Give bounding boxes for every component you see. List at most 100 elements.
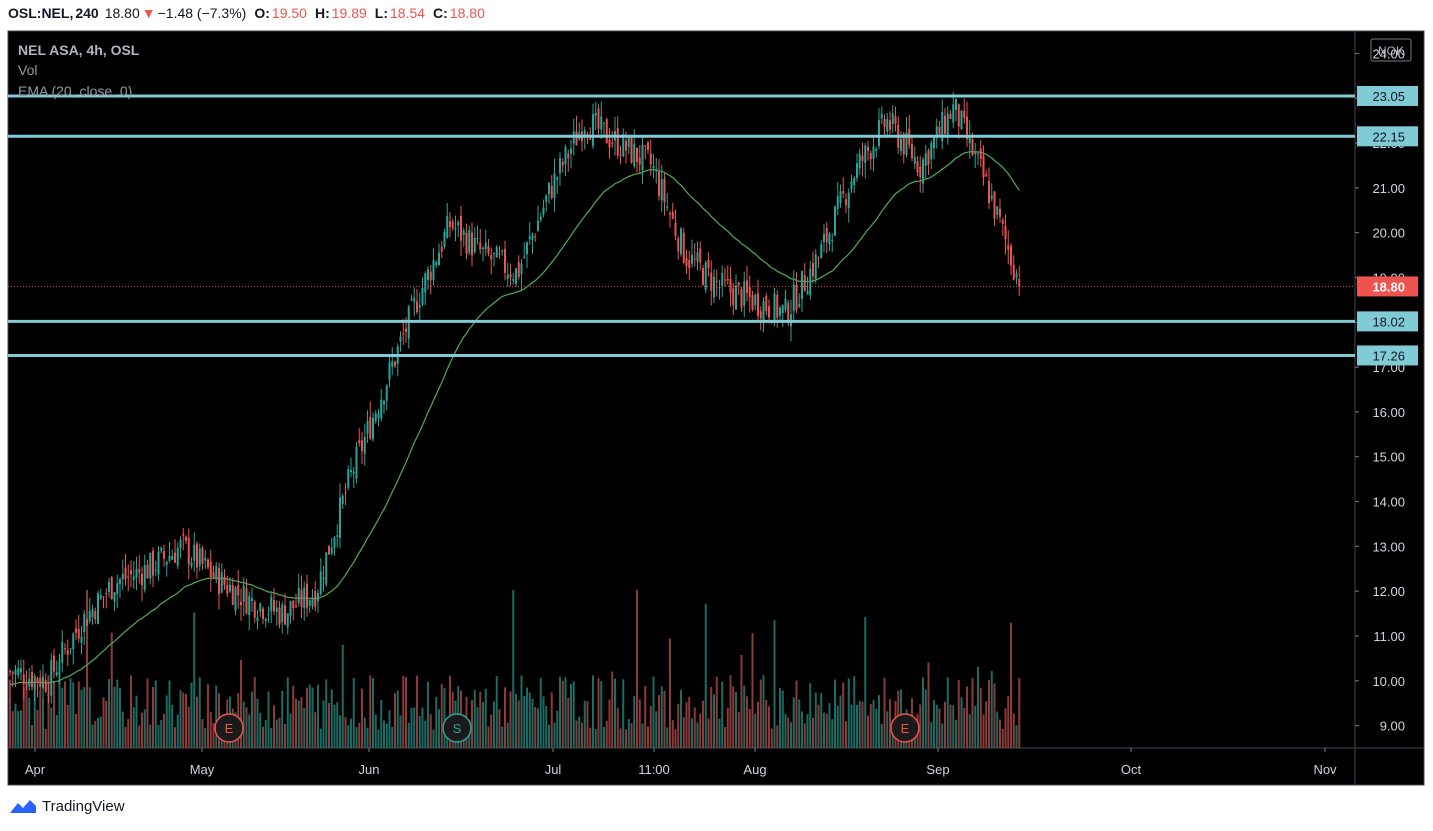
volume-bar <box>561 680 564 748</box>
candle-body <box>966 116 968 139</box>
volume-bar <box>245 707 248 748</box>
candle-body <box>528 236 531 240</box>
volume-bar <box>880 723 883 748</box>
volume-bar <box>644 685 647 748</box>
candle-body <box>53 655 55 672</box>
level-price-tag <box>1357 126 1418 147</box>
candle-body <box>721 273 724 286</box>
candle-body <box>462 230 465 235</box>
candle-body <box>589 138 592 140</box>
volume-bar <box>982 714 985 748</box>
candle-body <box>1007 244 1010 250</box>
volume-bar <box>757 701 759 748</box>
volume-bar <box>710 686 713 748</box>
candle-body <box>91 609 94 618</box>
volume-bar <box>581 722 583 748</box>
candle-body <box>443 232 446 247</box>
candle-body <box>515 268 517 284</box>
candle-body <box>308 600 311 606</box>
candle-body <box>33 675 36 690</box>
candle-body <box>924 153 927 166</box>
candle-body <box>9 671 11 673</box>
event-marker[interactable] <box>214 713 244 743</box>
candle-body <box>380 399 383 419</box>
volume-bar <box>963 707 966 748</box>
candle-body <box>311 597 314 606</box>
candle-body <box>427 269 429 281</box>
event-marker[interactable] <box>442 713 472 743</box>
candle-body <box>913 156 916 164</box>
close-label: C: <box>433 5 448 21</box>
volume-bar <box>1018 678 1021 748</box>
candle-body <box>17 668 20 676</box>
candle-body <box>534 236 537 238</box>
time-tick-label: 11:00 <box>638 762 670 777</box>
symbol-name[interactable]: OSL:NEL, <box>8 5 74 21</box>
candle-body <box>165 561 168 566</box>
candle-body <box>223 576 226 585</box>
volume-bar <box>889 699 891 748</box>
volume-bar <box>702 700 704 748</box>
candle-body <box>391 361 394 367</box>
candle-body <box>495 247 498 258</box>
price-tick-label: 21.00 <box>1372 181 1405 196</box>
volume-bar <box>344 716 347 748</box>
candle-body <box>699 248 702 263</box>
price-tick-label: 20.00 <box>1372 226 1405 241</box>
candle-body <box>119 579 121 585</box>
candle-body <box>784 298 787 310</box>
candle-body <box>44 680 47 692</box>
candle-body <box>435 262 438 266</box>
volume-bar <box>308 684 311 748</box>
candle-body <box>776 294 779 318</box>
volume-bar <box>124 726 127 748</box>
volume-bar <box>768 706 770 748</box>
volume-bar <box>688 696 691 748</box>
candle-body <box>281 604 284 623</box>
volume-bar <box>845 721 847 748</box>
candle-body <box>328 545 330 555</box>
candle-body <box>759 311 762 319</box>
candle-body <box>410 299 413 301</box>
candle-body <box>270 596 273 612</box>
volume-bar <box>539 677 542 748</box>
volume-bar <box>116 679 119 748</box>
volume-bar <box>553 722 556 748</box>
legend-volume[interactable]: Vol <box>18 62 38 78</box>
footer-brand[interactable]: TradingView <box>8 797 125 815</box>
volume-bar <box>490 714 493 748</box>
candle-body <box>449 221 451 228</box>
volume-bar <box>572 681 575 748</box>
volume-bar <box>638 699 641 748</box>
volume-bar <box>534 706 537 748</box>
volume-bar <box>1015 725 1018 748</box>
legend-ema[interactable]: EMA (20, close, 0) <box>18 83 133 99</box>
candle-body <box>132 576 135 580</box>
volume-bar <box>204 727 207 748</box>
candle-body <box>732 288 735 306</box>
volume-bar <box>427 681 429 748</box>
volume-bar <box>281 690 284 748</box>
candle-body <box>482 247 484 250</box>
candle-body <box>963 110 966 118</box>
level-price-tag <box>1357 85 1418 106</box>
candle-body <box>490 254 493 260</box>
volume-bar <box>149 724 152 748</box>
volume-bar <box>160 720 163 748</box>
candle-body <box>22 674 25 685</box>
event-marker[interactable] <box>890 713 920 743</box>
interval-label[interactable]: 240 <box>75 5 99 21</box>
candle-body <box>792 284 795 312</box>
volume-bar <box>814 692 817 748</box>
volume-bar <box>363 717 366 748</box>
volume-bar <box>413 707 416 748</box>
volume-bar <box>352 678 355 748</box>
volume-bar <box>743 685 746 748</box>
high-label: H: <box>314 5 330 21</box>
currency-button[interactable] <box>1370 38 1412 62</box>
volume-bar <box>616 708 619 748</box>
candle-body <box>627 137 630 147</box>
volume-bar <box>990 670 993 748</box>
volume-bar <box>724 727 726 748</box>
